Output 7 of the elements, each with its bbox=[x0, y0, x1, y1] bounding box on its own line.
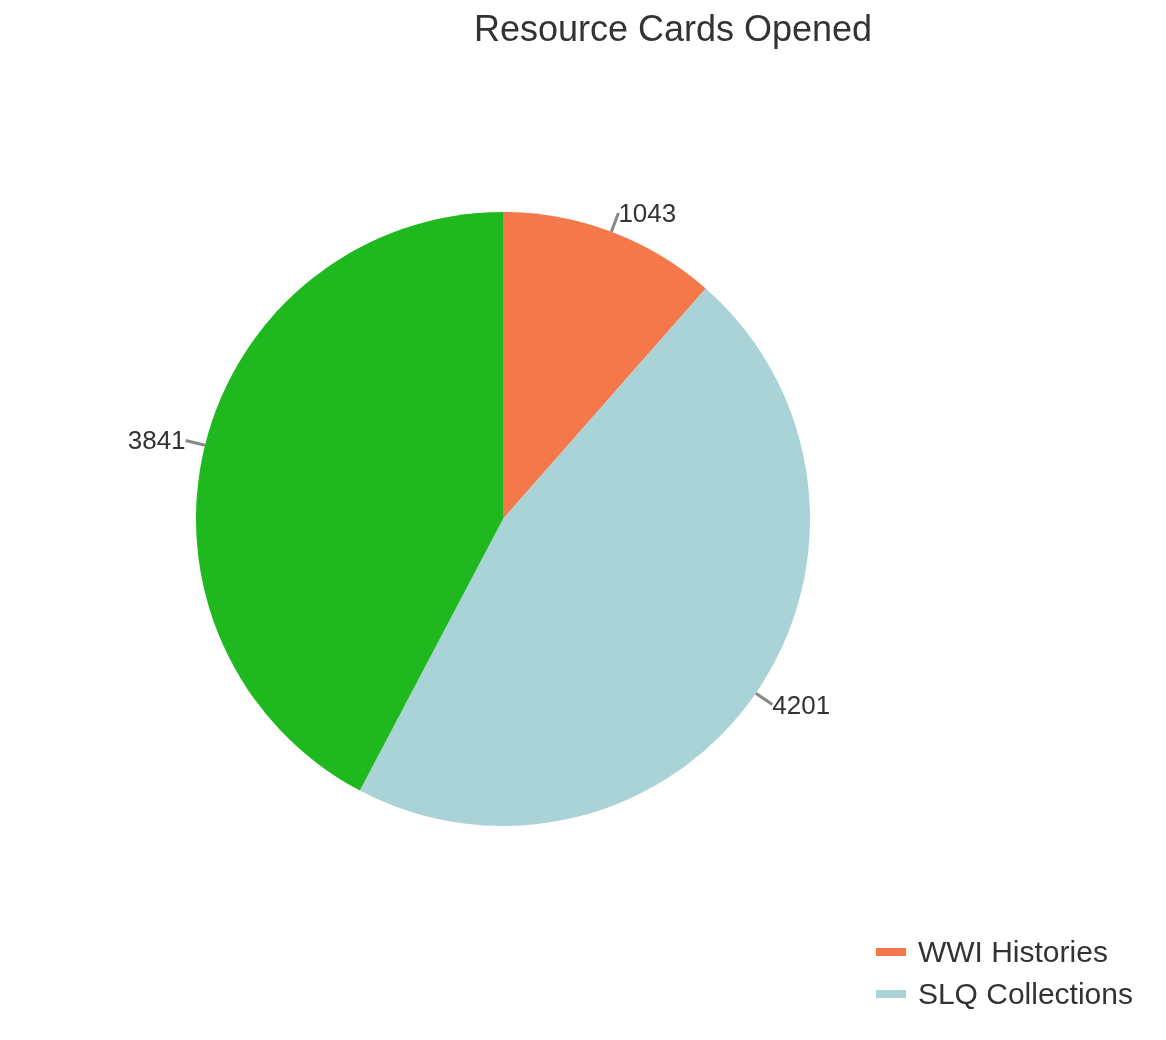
data-label: 3841 bbox=[127, 425, 186, 456]
chart-title: Resource Cards Opened bbox=[472, 8, 874, 51]
pie-slice bbox=[196, 212, 503, 791]
legend-label: WWI Histories bbox=[917, 935, 1108, 969]
legend-label: SLQ Collections bbox=[917, 977, 1133, 1011]
data-label: 4201 bbox=[772, 689, 831, 720]
data-label: 1043 bbox=[618, 198, 677, 229]
